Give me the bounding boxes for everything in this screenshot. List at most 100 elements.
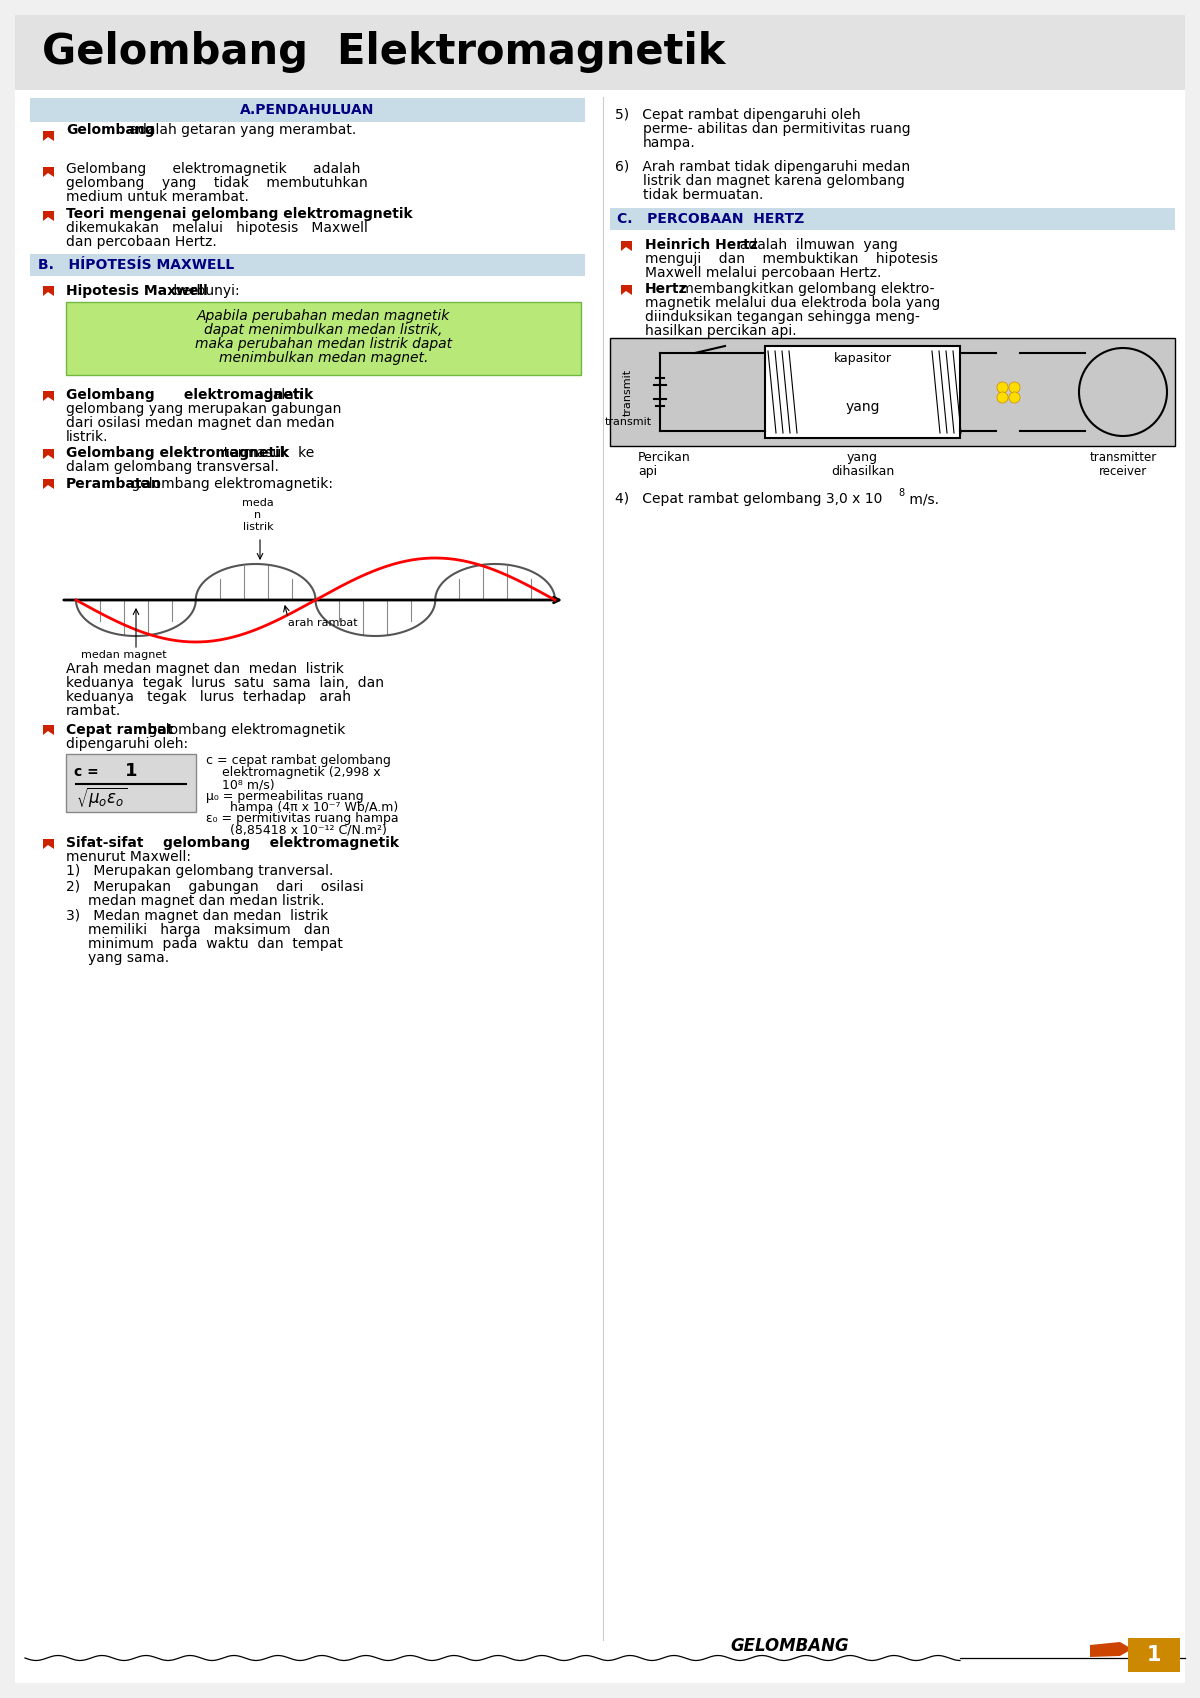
Text: adalah  ilmuwan  yang: adalah ilmuwan yang — [731, 238, 898, 251]
Text: termasuk  ke: termasuk ke — [215, 447, 314, 460]
Text: adalah getaran yang merambat.: adalah getaran yang merambat. — [125, 122, 356, 138]
Polygon shape — [43, 839, 54, 849]
Text: memiliki   harga   maksimum   dan: memiliki harga maksimum dan — [88, 924, 330, 937]
Text: receiver: receiver — [1099, 465, 1147, 479]
Text: c =: c = — [74, 766, 98, 779]
Text: dan percobaan Hertz.: dan percobaan Hertz. — [66, 234, 217, 250]
Text: membangkitkan gelombang elektro-: membangkitkan gelombang elektro- — [676, 282, 935, 295]
Text: minimum  pada  waktu  dan  tempat: minimum pada waktu dan tempat — [88, 937, 343, 951]
Text: 1)   Merupakan gelombang tranversal.: 1) Merupakan gelombang tranversal. — [66, 864, 334, 878]
Text: medium untuk merambat.: medium untuk merambat. — [66, 190, 248, 204]
Text: medan magnet: medan magnet — [82, 650, 167, 661]
Text: transmitter: transmitter — [1090, 452, 1157, 464]
Text: 2)   Merupakan    gabungan    dari    osilasi: 2) Merupakan gabungan dari osilasi — [66, 880, 364, 895]
Polygon shape — [43, 448, 54, 458]
Text: gelombang    yang    tidak    membutuhkan: gelombang yang tidak membutuhkan — [66, 177, 367, 190]
Text: GELOMBANG: GELOMBANG — [731, 1637, 850, 1656]
Bar — [66, 754, 196, 812]
Text: Gelombang: Gelombang — [66, 122, 155, 138]
Bar — [766, 346, 960, 438]
Text: A.PENDAHULUAN: A.PENDAHULUAN — [240, 104, 374, 117]
Text: dalam gelombang transversal.: dalam gelombang transversal. — [66, 460, 278, 474]
Polygon shape — [1132, 1649, 1140, 1656]
Text: Heinrich Hertz: Heinrich Hertz — [646, 238, 757, 251]
Text: menimbulkan medan magnet.: menimbulkan medan magnet. — [218, 351, 428, 365]
Text: ε₀ = permitivitas ruang hampa: ε₀ = permitivitas ruang hampa — [206, 812, 398, 825]
Text: dari osilasi medan magnet dan medan: dari osilasi medan magnet dan medan — [66, 416, 335, 430]
Text: dipengaruhi oleh:: dipengaruhi oleh: — [66, 737, 188, 751]
Bar — [610, 338, 1175, 447]
Text: Gelombang elektromagnetik: Gelombang elektromagnetik — [66, 447, 289, 460]
Text: Arah medan magnet dan  medan  listrik: Arah medan magnet dan medan listrik — [66, 662, 344, 676]
Polygon shape — [43, 166, 54, 177]
Text: yang sama.: yang sama. — [88, 951, 169, 964]
Bar — [66, 302, 581, 375]
Text: 1: 1 — [125, 762, 137, 779]
Text: Cepat rambat: Cepat rambat — [66, 723, 173, 737]
Text: magnetik melalui dua elektroda bola yang: magnetik melalui dua elektroda bola yang — [646, 295, 941, 311]
Text: Gelombang  Elektromagnetik: Gelombang Elektromagnetik — [42, 31, 725, 73]
Polygon shape — [43, 391, 54, 401]
Text: keduanya  tegak  lurus  satu  sama  lain,  dan: keduanya tegak lurus satu sama lain, dan — [66, 676, 384, 689]
Text: Teori mengenai gelombang elektromagnetik: Teori mengenai gelombang elektromagnetik — [66, 207, 413, 221]
Polygon shape — [622, 285, 632, 295]
Text: adalah: adalah — [229, 389, 302, 402]
Text: (8,85418 x 10⁻¹² C/N.m²): (8,85418 x 10⁻¹² C/N.m²) — [206, 824, 386, 835]
Text: B.   HÍPOTESÍS MAXWELL: B. HÍPOTESÍS MAXWELL — [38, 258, 234, 272]
Text: tidak bermuatan.: tidak bermuatan. — [643, 188, 763, 202]
Text: yang: yang — [845, 401, 880, 414]
Text: gelombang elektromagnetik:: gelombang elektromagnetik: — [127, 477, 334, 491]
Bar — [1128, 1639, 1180, 1673]
Bar — [30, 98, 586, 122]
Polygon shape — [1090, 1642, 1132, 1657]
Text: n: n — [254, 509, 262, 520]
Text: C.   PERCOBAAN  HERTZ: C. PERCOBAAN HERTZ — [617, 212, 804, 226]
Text: listrik: listrik — [242, 521, 274, 531]
Text: 1: 1 — [1147, 1645, 1162, 1666]
Text: dikemukakan   melalui   hipotesis   Maxwell: dikemukakan melalui hipotesis Maxwell — [66, 221, 368, 234]
Text: 3)   Medan magnet dan medan  listrik: 3) Medan magnet dan medan listrik — [66, 908, 329, 924]
Text: Apabila perubahan medan magnetik: Apabila perubahan medan magnetik — [197, 309, 450, 323]
Text: 5)   Cepat rambat dipengaruhi oleh: 5) Cepat rambat dipengaruhi oleh — [616, 109, 860, 122]
Text: menurut Maxwell:: menurut Maxwell: — [66, 851, 191, 864]
Text: Percikan: Percikan — [638, 452, 691, 464]
Text: 10⁸ m/s): 10⁸ m/s) — [206, 778, 275, 791]
Text: api: api — [638, 465, 658, 479]
Text: 8: 8 — [898, 487, 904, 498]
Text: medan magnet dan medan listrik.: medan magnet dan medan listrik. — [88, 895, 324, 908]
Text: dihasilkan: dihasilkan — [830, 465, 894, 479]
Text: diinduksikan tegangan sehingga meng-: diinduksikan tegangan sehingga meng- — [646, 311, 920, 324]
Text: Maxwell melalui percobaan Hertz.: Maxwell melalui percobaan Hertz. — [646, 267, 881, 280]
Text: dapat menimbulkan medan listrik,: dapat menimbulkan medan listrik, — [204, 323, 443, 336]
Text: menguji    dan    membuktikan    hipotesis: menguji dan membuktikan hipotesis — [646, 251, 938, 267]
Text: Gelombang      elektromagnetik      adalah: Gelombang elektromagnetik adalah — [66, 161, 360, 177]
Text: gelombang elektromagnetik: gelombang elektromagnetik — [144, 723, 346, 737]
Polygon shape — [43, 285, 54, 295]
Text: Perambatan: Perambatan — [66, 477, 162, 491]
Text: kapasitor: kapasitor — [834, 351, 892, 365]
Text: Hipotesis Maxwell: Hipotesis Maxwell — [66, 284, 208, 299]
Text: gelombang yang merupakan gabungan: gelombang yang merupakan gabungan — [66, 402, 341, 416]
Text: $\sqrt{\mu_o\varepsilon_o}$: $\sqrt{\mu_o\varepsilon_o}$ — [76, 786, 127, 810]
Text: 6)   Arah rambat tidak dipengaruhi medan: 6) Arah rambat tidak dipengaruhi medan — [616, 160, 910, 173]
Text: Gelombang      elektromagnetik: Gelombang elektromagnetik — [66, 389, 313, 402]
Text: μ₀ = permeabilitas ruang: μ₀ = permeabilitas ruang — [206, 790, 364, 803]
Text: Sifat-sifat    gelombang    elektromagnetik: Sifat-sifat gelombang elektromagnetik — [66, 835, 398, 851]
Polygon shape — [43, 725, 54, 735]
Text: Hertz: Hertz — [646, 282, 688, 295]
Bar — [610, 207, 1175, 229]
Text: transmit: transmit — [605, 418, 652, 426]
Text: m/s.: m/s. — [905, 492, 940, 506]
Text: listrik.: listrik. — [66, 430, 108, 443]
Text: hampa.: hampa. — [643, 136, 696, 149]
Text: maka perubahan medan listrik dapat: maka perubahan medan listrik dapat — [194, 336, 452, 351]
Text: meda: meda — [242, 498, 274, 508]
Polygon shape — [622, 241, 632, 251]
Text: arah rambat: arah rambat — [288, 618, 358, 628]
Text: listrik dan magnet karena gelombang: listrik dan magnet karena gelombang — [643, 173, 905, 188]
Polygon shape — [43, 479, 54, 489]
Text: rambat.: rambat. — [66, 705, 121, 718]
Polygon shape — [43, 211, 54, 221]
Text: keduanya   tegak   lurus  terhadap   arah: keduanya tegak lurus terhadap arah — [66, 689, 352, 705]
Bar — [30, 255, 586, 277]
